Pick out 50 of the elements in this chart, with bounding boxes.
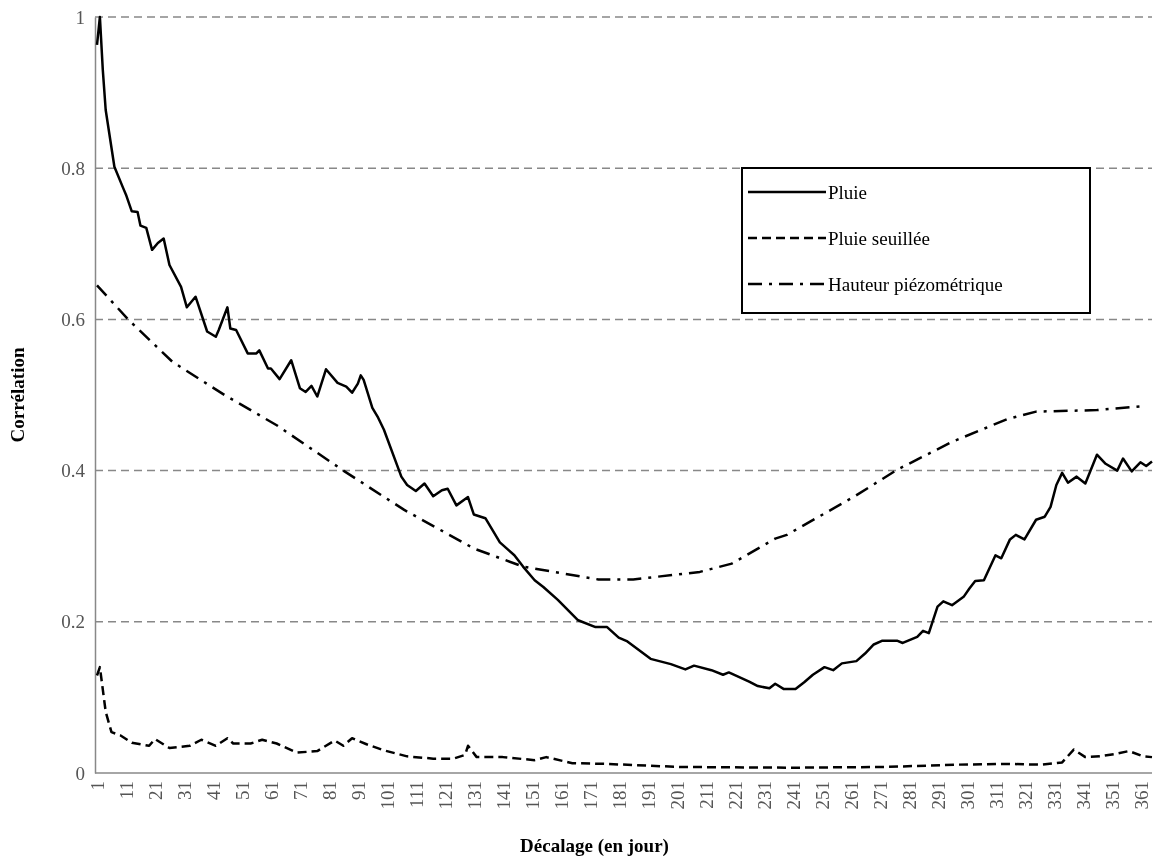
x-tick-label: 291 xyxy=(927,781,949,810)
x-tick-label: 231 xyxy=(753,781,775,810)
y-tick-label: 1 xyxy=(75,6,85,28)
x-tick-label: 51 xyxy=(232,781,254,800)
x-tick-label: 241 xyxy=(782,781,804,810)
x-tick-label: 151 xyxy=(521,781,543,810)
x-tick-label: 301 xyxy=(956,781,978,810)
x-tick-label: 191 xyxy=(637,781,659,810)
x-tick-label: 271 xyxy=(869,781,891,810)
x-tick-label: 201 xyxy=(666,781,688,810)
x-tick-label: 181 xyxy=(608,781,630,810)
line-series xyxy=(95,15,1153,691)
line-series xyxy=(95,665,1153,769)
x-tick-label: 61 xyxy=(261,781,283,800)
x-tick-label: 111 xyxy=(405,781,427,809)
y-axis-title: Corrélation xyxy=(7,347,28,443)
x-tick-label: 31 xyxy=(174,781,196,800)
x-tick-label: 41 xyxy=(203,781,225,800)
x-tick-label: 11 xyxy=(116,781,138,800)
x-tick-label: 131 xyxy=(463,781,485,810)
x-tick-label: 351 xyxy=(1101,781,1123,810)
y-tick-label: 0.6 xyxy=(61,308,85,330)
x-tick-label: 1 xyxy=(87,781,109,791)
x-tick-label: 211 xyxy=(695,781,717,809)
x-tick-label: 321 xyxy=(1014,781,1036,810)
x-tick-label: 101 xyxy=(376,781,398,810)
x-tick-label: 331 xyxy=(1043,781,1065,810)
legend-label: Pluie xyxy=(828,181,868,203)
y-tick-label: 0.8 xyxy=(61,157,85,179)
x-tick-label: 81 xyxy=(319,781,341,800)
y-tick-label: 0 xyxy=(75,762,85,784)
x-tick-label: 171 xyxy=(579,781,601,810)
x-tick-label: 121 xyxy=(434,781,456,810)
y-tick-label: 0.4 xyxy=(61,460,86,482)
x-tick-label: 341 xyxy=(1072,781,1094,810)
x-tick-label: 261 xyxy=(840,781,862,810)
x-tick-label: 281 xyxy=(898,781,920,810)
x-tick-label: 21 xyxy=(145,781,167,800)
x-tick-label: 251 xyxy=(811,781,833,810)
x-tick-label: 221 xyxy=(724,781,746,810)
legend-label: Hauteur piézométrique xyxy=(828,273,1003,295)
x-tick-label: 71 xyxy=(290,781,312,800)
x-axis-title: Décalage (en jour) xyxy=(520,835,669,857)
x-tick-label: 311 xyxy=(985,781,1007,809)
x-tick-label: 361 xyxy=(1130,781,1152,810)
x-tick-label: 91 xyxy=(348,781,369,800)
legend-label: Pluie seuillée xyxy=(828,227,930,249)
y-tick-label: 0.2 xyxy=(61,611,85,633)
x-tick-label: 141 xyxy=(492,781,514,810)
x-tick-label: 161 xyxy=(550,781,572,810)
